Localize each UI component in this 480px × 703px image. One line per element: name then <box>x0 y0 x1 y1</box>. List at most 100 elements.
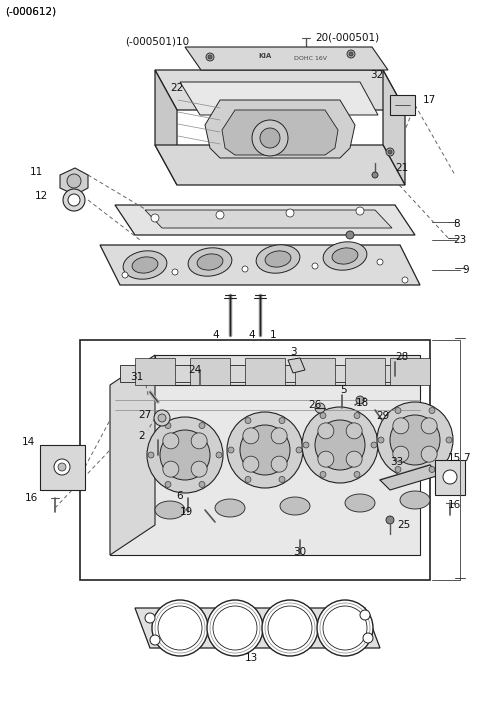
Circle shape <box>354 472 360 477</box>
Circle shape <box>160 430 210 480</box>
Circle shape <box>199 482 205 487</box>
Text: DOHC 16V: DOHC 16V <box>293 56 326 61</box>
Circle shape <box>172 269 178 275</box>
Ellipse shape <box>280 497 310 515</box>
Ellipse shape <box>215 499 245 517</box>
Circle shape <box>296 447 302 453</box>
Text: KIA: KIA <box>258 53 272 59</box>
Text: 21: 21 <box>395 163 408 173</box>
Text: 22: 22 <box>170 83 183 93</box>
Circle shape <box>271 456 287 472</box>
Circle shape <box>377 259 383 265</box>
Text: 33: 33 <box>390 457 403 467</box>
Circle shape <box>199 423 205 429</box>
Text: 16: 16 <box>25 493 38 503</box>
Circle shape <box>245 477 251 482</box>
Polygon shape <box>155 70 405 110</box>
Circle shape <box>377 402 453 478</box>
Circle shape <box>228 447 234 453</box>
Circle shape <box>429 467 435 472</box>
Text: 28: 28 <box>395 352 408 362</box>
Polygon shape <box>390 95 415 115</box>
Circle shape <box>388 150 392 154</box>
Polygon shape <box>295 358 335 385</box>
Circle shape <box>207 600 263 656</box>
Ellipse shape <box>256 245 300 273</box>
Text: 19: 19 <box>180 507 193 517</box>
Circle shape <box>191 433 207 449</box>
Circle shape <box>158 414 166 422</box>
Circle shape <box>346 451 362 467</box>
Text: 4: 4 <box>212 330 218 340</box>
Circle shape <box>63 189 85 211</box>
Circle shape <box>152 600 208 656</box>
Text: 25: 25 <box>397 520 410 530</box>
Circle shape <box>243 456 259 472</box>
Polygon shape <box>390 358 430 385</box>
Text: 14: 14 <box>22 437 35 447</box>
Circle shape <box>147 417 223 493</box>
Circle shape <box>363 633 373 643</box>
Circle shape <box>54 459 70 475</box>
Circle shape <box>356 396 364 404</box>
Circle shape <box>318 451 334 467</box>
Polygon shape <box>205 100 355 158</box>
Polygon shape <box>155 355 420 385</box>
Circle shape <box>318 423 334 439</box>
Circle shape <box>390 415 440 465</box>
Text: 13: 13 <box>245 653 258 663</box>
Polygon shape <box>60 168 88 195</box>
Circle shape <box>346 423 362 439</box>
Circle shape <box>386 148 394 156</box>
Circle shape <box>402 277 408 283</box>
Circle shape <box>346 231 354 239</box>
Polygon shape <box>155 70 177 185</box>
Polygon shape <box>120 365 410 382</box>
Text: 16: 16 <box>448 500 461 510</box>
Text: 4: 4 <box>248 330 254 340</box>
Polygon shape <box>115 205 415 235</box>
Polygon shape <box>380 465 440 490</box>
Circle shape <box>347 50 355 58</box>
Circle shape <box>213 606 257 650</box>
Circle shape <box>216 211 224 219</box>
Circle shape <box>163 461 179 477</box>
Polygon shape <box>100 245 420 285</box>
Circle shape <box>393 418 409 434</box>
Text: 9: 9 <box>462 265 468 275</box>
Polygon shape <box>288 358 305 373</box>
Circle shape <box>151 214 159 222</box>
Text: 31: 31 <box>130 372 143 382</box>
Polygon shape <box>110 355 155 555</box>
Ellipse shape <box>265 251 291 267</box>
Text: 11: 11 <box>30 167 43 177</box>
Circle shape <box>393 446 409 462</box>
Circle shape <box>315 403 325 413</box>
Circle shape <box>158 606 202 650</box>
Circle shape <box>148 452 154 458</box>
Circle shape <box>303 442 309 448</box>
Circle shape <box>371 442 377 448</box>
Polygon shape <box>190 358 230 385</box>
Circle shape <box>320 472 326 477</box>
Circle shape <box>150 635 160 645</box>
Polygon shape <box>155 145 405 185</box>
Circle shape <box>395 467 401 472</box>
Circle shape <box>421 418 437 434</box>
Circle shape <box>317 600 373 656</box>
Text: 20(-000501): 20(-000501) <box>315 33 379 43</box>
Circle shape <box>145 613 155 623</box>
Polygon shape <box>245 358 285 385</box>
Circle shape <box>378 437 384 443</box>
Polygon shape <box>135 358 175 385</box>
Circle shape <box>286 209 294 217</box>
Circle shape <box>68 194 80 206</box>
Circle shape <box>446 437 452 443</box>
Circle shape <box>208 55 212 59</box>
Text: 24: 24 <box>188 365 201 375</box>
Circle shape <box>323 606 367 650</box>
Polygon shape <box>435 460 465 495</box>
Polygon shape <box>110 385 420 555</box>
Text: 6: 6 <box>176 491 182 501</box>
Text: (-000612): (-000612) <box>5 7 56 17</box>
